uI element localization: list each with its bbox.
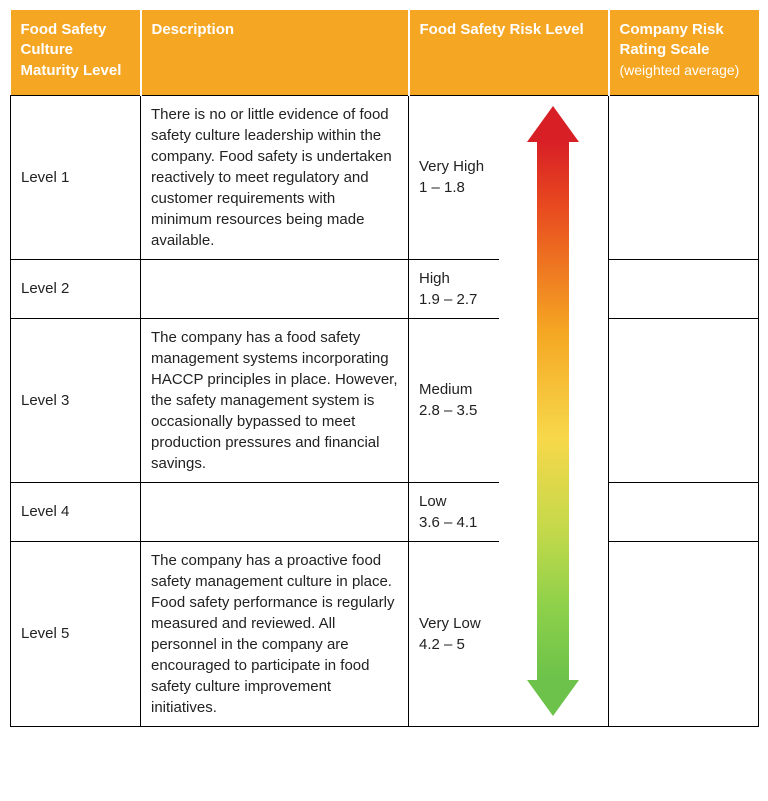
risk-label: Medium — [419, 379, 489, 400]
cell-risk: Very High 1 – 1.8 — [409, 95, 499, 259]
arrow-head-up-icon — [527, 106, 579, 142]
risk-range: 2.8 – 3.5 — [419, 400, 489, 421]
cell-description — [141, 259, 409, 318]
cell-description — [141, 482, 409, 541]
col-header-description: Description — [141, 10, 409, 95]
cell-level: Level 5 — [11, 541, 141, 726]
risk-label: Low — [419, 491, 489, 512]
cell-description: There is no or little evidence of food s… — [141, 95, 409, 259]
cell-risk: Low 3.6 – 4.1 — [409, 482, 499, 541]
cell-description: The company has a food safety management… — [141, 318, 409, 482]
cell-risk: High 1.9 – 2.7 — [409, 259, 499, 318]
cell-risk: Very Low 4.2 – 5 — [409, 541, 499, 726]
risk-range: 4.2 – 5 — [419, 634, 489, 655]
arrow-body — [537, 142, 569, 680]
table-header-row: Food Safety Culture Maturity Level Descr… — [11, 10, 759, 95]
table-row: Level 2 High 1.9 – 2.7 — [11, 259, 759, 318]
arrow-head-down-icon — [527, 680, 579, 716]
cell-risk: Medium 2.8 – 3.5 — [409, 318, 499, 482]
col-header-risk: Food Safety Risk Level — [409, 10, 609, 95]
cell-level: Level 4 — [11, 482, 141, 541]
food-safety-maturity-table: Food Safety Culture Maturity Level Descr… — [10, 10, 759, 727]
cell-description: The company has a proactive food safety … — [141, 541, 409, 726]
col-header-maturity: Food Safety Culture Maturity Level — [11, 10, 141, 95]
cell-company — [609, 482, 759, 541]
table-row: Level 1 There is no or little evidence o… — [11, 95, 759, 259]
col-header-company-sublabel: (weighted average) — [620, 62, 740, 78]
cell-company — [609, 259, 759, 318]
risk-range: 1 – 1.8 — [419, 177, 489, 198]
cell-company — [609, 541, 759, 726]
risk-range: 1.9 – 2.7 — [419, 289, 489, 310]
arrow-graphic — [499, 106, 609, 716]
table-row: Level 3 The company has a food safety ma… — [11, 318, 759, 482]
risk-gradient-arrow — [499, 95, 609, 726]
risk-label: Very High — [419, 156, 489, 177]
risk-label: Very Low — [419, 613, 489, 634]
cell-company — [609, 95, 759, 259]
cell-level: Level 3 — [11, 318, 141, 482]
cell-company — [609, 318, 759, 482]
table-row: Level 4 Low 3.6 – 4.1 — [11, 482, 759, 541]
risk-range: 3.6 – 4.1 — [419, 512, 489, 533]
cell-level: Level 1 — [11, 95, 141, 259]
col-header-company: Company Risk Rating Scale (weighted aver… — [609, 10, 759, 95]
col-header-company-label: Company Risk Rating Scale — [620, 21, 724, 58]
risk-label: High — [419, 268, 489, 289]
cell-level: Level 2 — [11, 259, 141, 318]
table-row: Level 5 The company has a proactive food… — [11, 541, 759, 726]
